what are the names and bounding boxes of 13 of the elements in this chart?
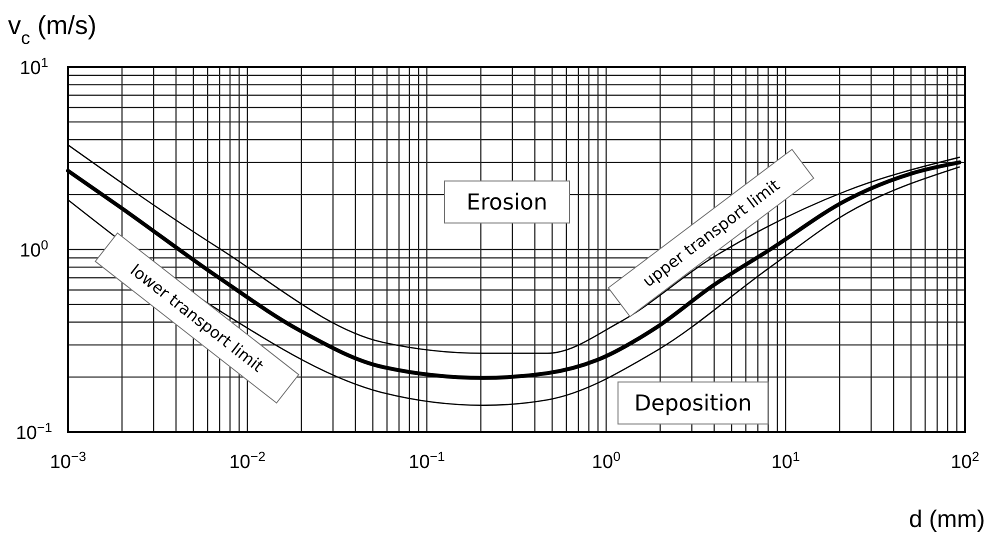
y-axis-title: v$_{c}$ (m/s) [8,10,97,48]
y-tick-label: 10$^{1}$ [20,54,48,79]
x-axis-title: d (mm) [909,506,985,533]
x-tick-label: 10$^{2}$ [950,448,980,473]
x-tick-label: 10$^{−3}$ [50,448,86,473]
x-tick-label: 10$^{−2}$ [229,448,266,473]
x-tick-label: 10$^{1}$ [771,448,800,473]
x-tick-label: 10$^{0}$ [592,448,620,473]
x-tick-label: 10$^{−1}$ [408,448,445,473]
annotation: Deposition [634,392,752,417]
annotation: Erosion [466,190,548,216]
y-tick-label: 10$^{0}$ [20,237,48,262]
y-tick-label: 10$^{−1}$ [16,420,52,444]
